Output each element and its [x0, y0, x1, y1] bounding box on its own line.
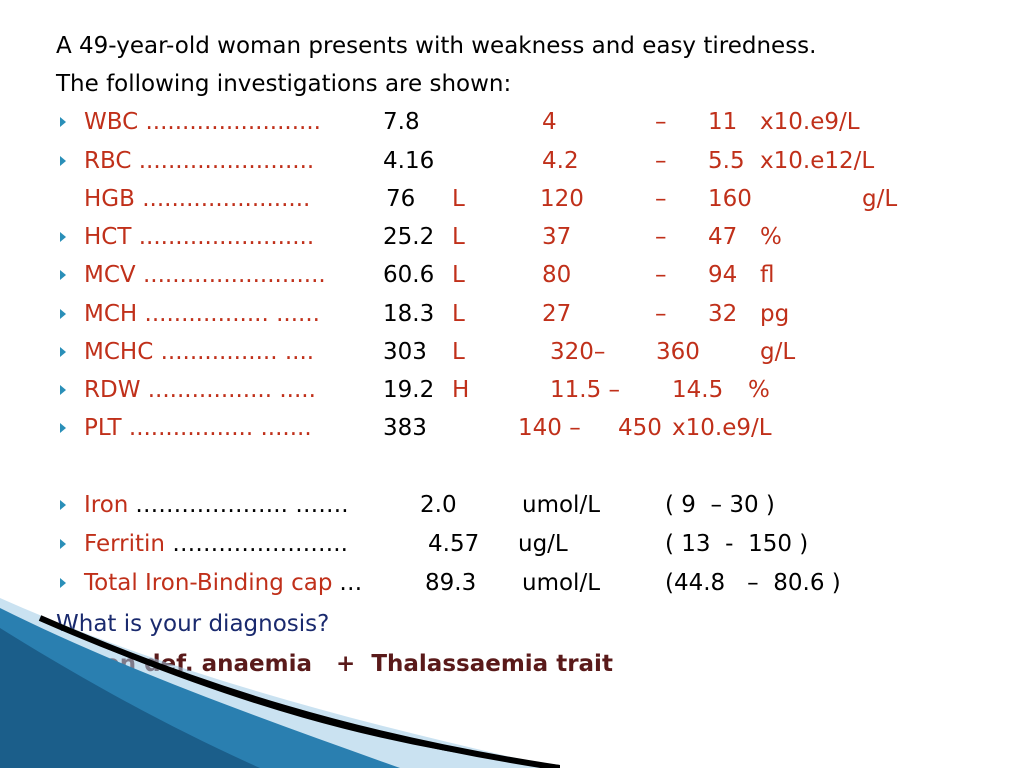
triangle-bullet-icon — [60, 156, 66, 166]
iron-dots: … — [332, 570, 363, 596]
cbc-flag: L — [452, 186, 465, 212]
cbc-low: 27 — [542, 301, 572, 327]
cbc-unit: % — [748, 377, 770, 403]
triangle-bullet-icon — [60, 539, 66, 549]
cbc-label: WBC ........................ — [84, 109, 321, 135]
cbc-high: 5.5 — [708, 148, 745, 174]
cbc-value: 383 — [383, 415, 427, 441]
cbc-dash: – — [655, 262, 667, 288]
cbc-dash: – — [655, 301, 667, 327]
cbc-high: 160 — [708, 186, 752, 212]
cbc-flag: L — [452, 301, 465, 327]
cbc-high: 11 — [708, 109, 738, 135]
cbc-value: 60.6 — [383, 262, 435, 288]
cbc-low: 80 — [542, 262, 572, 288]
triangle-bullet-icon — [60, 423, 66, 433]
cbc-flag: L — [452, 224, 465, 250]
cbc-high: 47 — [708, 224, 738, 250]
cbc-high: 360 — [656, 339, 700, 365]
cbc-high: 32 — [708, 301, 738, 327]
cbc-dash: – — [655, 186, 667, 212]
iron-unit: umol/L — [522, 492, 601, 518]
cbc-value: 4.16 — [383, 148, 435, 174]
diagnosis-answer: Iron def. anaemia + Thalassaemia trait — [84, 651, 613, 677]
triangle-bullet-icon — [60, 385, 66, 395]
cbc-label: MCV ......................... — [84, 262, 326, 288]
iron-range: ( 13 - 150 ) — [665, 531, 809, 557]
cbc-label: HCT ........................ — [84, 224, 315, 250]
cbc-label: RDW ................. ..... — [84, 377, 316, 403]
iron-label: Total Iron-Binding cap — [84, 570, 333, 596]
cbc-value: 76 — [386, 186, 416, 212]
cbc-low: 37 — [542, 224, 572, 250]
cbc-label: RBC ........................ — [84, 148, 315, 174]
cbc-low: 140 – — [518, 415, 581, 441]
iron-range: (44.8 – 80.6 ) — [665, 570, 841, 596]
cbc-value: 19.2 — [383, 377, 435, 403]
triangle-bullet-icon — [60, 232, 66, 242]
iron-value: 2.0 — [420, 492, 457, 518]
cbc-dash: – — [655, 224, 667, 250]
cbc-label: PLT ................. ....... — [84, 415, 312, 441]
cbc-dash: – — [655, 109, 667, 135]
triangle-bullet-icon — [60, 270, 66, 280]
cbc-label: MCHC ................ .... — [84, 339, 315, 365]
cbc-label: HGB ....................... — [84, 186, 311, 212]
cbc-unit: x10.e9/L — [760, 109, 860, 135]
cbc-low: 4 — [542, 109, 557, 135]
cbc-flag: L — [452, 339, 465, 365]
cbc-low: 320– — [550, 339, 606, 365]
iron-unit: umol/L — [522, 570, 601, 596]
iron-dots: ……………….. ……. — [128, 492, 349, 518]
diagnosis-question: What is your diagnosis? — [56, 611, 330, 637]
cbc-low: 11.5 – — [550, 377, 621, 403]
iron-value: 89.3 — [425, 570, 477, 596]
cbc-value: 25.2 — [383, 224, 435, 250]
cbc-unit: % — [760, 224, 782, 250]
cbc-flag: L — [452, 262, 465, 288]
cbc-high: 14.5 — [672, 377, 724, 403]
cbc-unit: g/L — [862, 186, 898, 212]
cbc-label: MCH ................. ...... — [84, 301, 320, 327]
iron-label: Iron — [84, 492, 129, 518]
cbc-low: 4.2 — [542, 148, 579, 174]
iron-unit: ug/L — [518, 531, 568, 557]
iron-range: ( 9 – 30 ) — [665, 492, 775, 518]
intro-line-2: The following investigations are shown: — [56, 71, 512, 97]
cbc-unit: fl — [760, 262, 775, 288]
cbc-high: 450 — [618, 415, 662, 441]
intro-line-1: A 49-year-old woman presents with weakne… — [56, 33, 817, 59]
cbc-flag: H — [452, 377, 470, 403]
cbc-value: 18.3 — [383, 301, 435, 327]
cbc-unit: pg — [760, 301, 790, 327]
iron-dots: ………………….. — [165, 531, 356, 557]
cbc-unit: x10.e12/L — [760, 148, 875, 174]
cbc-unit: g/L — [760, 339, 796, 365]
triangle-bullet-icon — [60, 659, 66, 669]
cbc-dash: – — [655, 148, 667, 174]
cbc-value: 303 — [383, 339, 427, 365]
triangle-bullet-icon — [60, 347, 66, 357]
iron-label: Ferritin — [84, 531, 166, 557]
triangle-bullet-icon — [60, 309, 66, 319]
cbc-low: 120 — [540, 186, 584, 212]
cbc-unit: x10.e9/L — [672, 415, 772, 441]
cbc-high: 94 — [708, 262, 738, 288]
triangle-bullet-icon — [60, 500, 66, 510]
triangle-bullet-icon — [60, 117, 66, 127]
iron-value: 4.57 — [428, 531, 480, 557]
triangle-bullet-icon — [60, 578, 66, 588]
cbc-value: 7.8 — [383, 109, 420, 135]
